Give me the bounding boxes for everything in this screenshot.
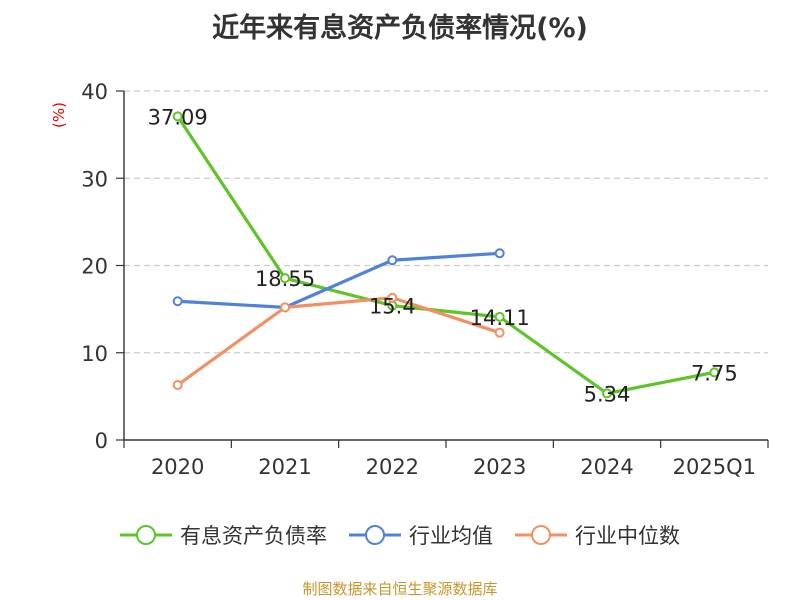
legend-swatch-industry-median	[515, 525, 567, 545]
data-label: 14.11	[470, 306, 530, 330]
legend-item-debt-ratio[interactable]: 有息资产负债率	[120, 520, 327, 550]
legend-swatch-debt-ratio	[120, 525, 172, 545]
legend-item-industry-mean[interactable]: 行业均值	[349, 520, 493, 550]
data-point-1	[172, 296, 183, 307]
legend-label-industry-median: 行业中位数	[575, 524, 680, 548]
data-point-0	[172, 111, 183, 122]
x-tick-label: 2020	[151, 455, 204, 479]
data-point-0	[494, 311, 505, 322]
data-point-2	[280, 302, 290, 313]
line-chart: 0 10 20 30 40 2020 2021 2022 2023 2024 2025Q1 37.09…	[81, 80, 769, 479]
series-line-1	[177, 251, 500, 309]
x-tick-label: 2023	[473, 455, 526, 479]
legend-label-industry-mean: 行业均值	[409, 524, 493, 548]
data-point-1	[494, 248, 505, 259]
data-point-2	[172, 380, 183, 391]
y-tick-label: 0	[95, 429, 108, 453]
x-tick-label: 2022	[366, 455, 419, 479]
y-tick-label: 40	[81, 80, 108, 104]
x-tick-label: 2021	[258, 455, 311, 479]
legend-item-industry-median[interactable]: 行业中位数	[515, 520, 680, 550]
chart-title: 近年来有息资产负债率情况(%)	[212, 13, 588, 44]
data-point-0	[709, 367, 720, 378]
legend: 有息资产负债率 行业均值 行业中位数	[0, 520, 800, 550]
data-label: 7.75	[691, 361, 738, 385]
data-label: 37.09	[148, 105, 208, 129]
data-label: 15.4	[369, 295, 416, 319]
data-point-2	[387, 292, 398, 303]
data-label: 5.34	[584, 382, 631, 406]
source-note: 制图数据来自恒生聚源数据库	[302, 580, 498, 598]
y-tick-label: 30	[81, 167, 108, 191]
data-point-2	[494, 327, 505, 338]
legend-label-debt-ratio: 有息资产负债率	[180, 524, 327, 548]
y-tick-label: 20	[81, 255, 108, 279]
data-point-1	[387, 255, 398, 266]
series-line-0	[176, 115, 715, 396]
series-line-2	[176, 296, 501, 387]
legend-swatch-industry-mean	[349, 525, 401, 545]
data-point-0	[602, 388, 612, 399]
x-tick-label: 2025Q1	[673, 455, 756, 479]
data-label: 18.55	[255, 267, 315, 291]
x-tick-label: 2024	[580, 455, 633, 479]
data-point-0	[280, 273, 290, 284]
y-tick-label: 10	[81, 342, 108, 366]
